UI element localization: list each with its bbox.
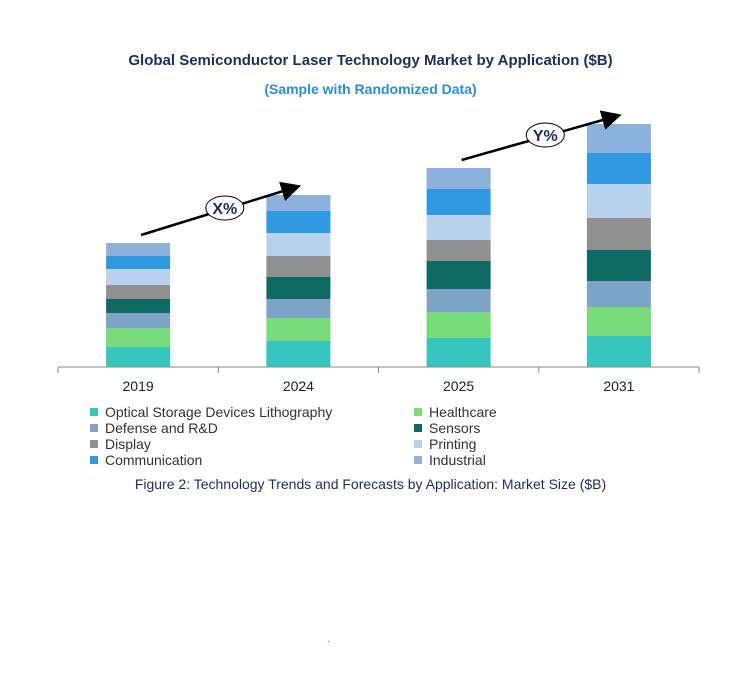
bar-segment-2025-8 xyxy=(426,168,491,189)
legend-item: Industrial xyxy=(414,452,486,468)
ticks-layer: 2019 2024 2025 2031 xyxy=(57,367,700,394)
legend-swatch xyxy=(90,424,98,432)
x-tick-label: 2024 xyxy=(283,378,314,394)
bar-segment-2019-4 xyxy=(106,299,171,313)
legend-label: Industrial xyxy=(429,452,486,468)
legend-label: Optical Storage Devices Lithography xyxy=(105,404,333,420)
bar-segment-2024-7 xyxy=(266,211,331,233)
legend-item: Defense and R&D xyxy=(90,420,218,436)
bar-segment-2024-5 xyxy=(266,256,331,277)
bar-segment-2024-3 xyxy=(266,299,331,318)
bar-segment-2019-5 xyxy=(106,285,171,299)
figure-caption: Figure 2: Technology Trends and Forecast… xyxy=(134,476,607,492)
x-tick-label: 2019 xyxy=(123,378,154,394)
legend-item: Communication xyxy=(90,452,202,468)
bar-segment-2031-5 xyxy=(586,218,651,250)
legend-swatch xyxy=(414,424,422,432)
legend-item: Optical Storage Devices Lithography xyxy=(90,404,332,420)
bar-segment-2024-6 xyxy=(266,233,331,256)
legend-label: Communication xyxy=(105,452,203,468)
bar-segment-2031-4 xyxy=(586,250,651,281)
growth-label: X% xyxy=(212,201,237,218)
legend-swatch xyxy=(414,456,422,464)
legend-label: Printing xyxy=(429,436,477,452)
bar-segment-2025-5 xyxy=(426,240,491,261)
legend-label: Defense and R&D xyxy=(105,420,218,436)
legend-swatch xyxy=(90,440,98,448)
bar-segment-2019-8 xyxy=(106,243,171,256)
bar-segment-2024-4 xyxy=(266,277,331,299)
bar-segment-2019-3 xyxy=(106,313,171,328)
bar-segment-2031-2 xyxy=(586,307,651,336)
legend-item: Printing xyxy=(414,436,476,452)
legend-item: Display xyxy=(90,436,151,452)
legend-label: Sensors xyxy=(429,420,481,436)
bar-segment-2025-7 xyxy=(426,189,491,215)
chart-title: Global Semiconductor Laser Technology Ma… xyxy=(128,52,613,69)
growth-label-oval xyxy=(205,195,245,221)
bar-segment-2024-2 xyxy=(266,318,331,341)
bar-segment-2031-1 xyxy=(586,336,651,367)
bar-segment-2019-6 xyxy=(106,269,171,285)
legend-swatch xyxy=(414,408,422,416)
bar-segment-2024-8 xyxy=(266,195,331,211)
growth-label-oval xyxy=(525,122,565,148)
bar-segment-2025-2 xyxy=(426,312,491,338)
bar-segment-2031-6 xyxy=(586,184,651,218)
bar-segment-2031-7 xyxy=(586,153,651,184)
legend-swatch xyxy=(90,456,98,464)
annotation-layer: X% Y% xyxy=(140,110,622,237)
legend-label: Display xyxy=(105,436,151,452)
bar-segment-2025-3 xyxy=(426,289,491,312)
bar-segment-2025-4 xyxy=(426,261,491,289)
bars-layer xyxy=(106,124,651,367)
legend-swatch xyxy=(90,408,98,416)
x-tick-label: 2031 xyxy=(603,378,634,394)
growth-label: Y% xyxy=(533,128,558,145)
chart-subtitle: (Sample with Randomized Data) xyxy=(264,81,477,97)
legend-swatch xyxy=(414,440,422,448)
bar-segment-2024-1 xyxy=(266,341,331,367)
bar-segment-2025-1 xyxy=(426,338,491,367)
bar-segment-2025-6 xyxy=(426,215,491,240)
bar-segment-2019-1 xyxy=(106,347,171,367)
bar-segment-2031-3 xyxy=(586,281,651,307)
x-tick-label: 2025 xyxy=(443,378,474,394)
bar-segment-2019-2 xyxy=(106,328,171,347)
legend-item: Healthcare xyxy=(414,404,497,420)
stray-mark: . xyxy=(327,634,330,645)
legend-label: Healthcare xyxy=(429,404,497,420)
bar-segment-2019-7 xyxy=(106,256,171,269)
legend-item: Sensors xyxy=(414,420,480,436)
bar-segment-2031-8 xyxy=(586,124,651,153)
